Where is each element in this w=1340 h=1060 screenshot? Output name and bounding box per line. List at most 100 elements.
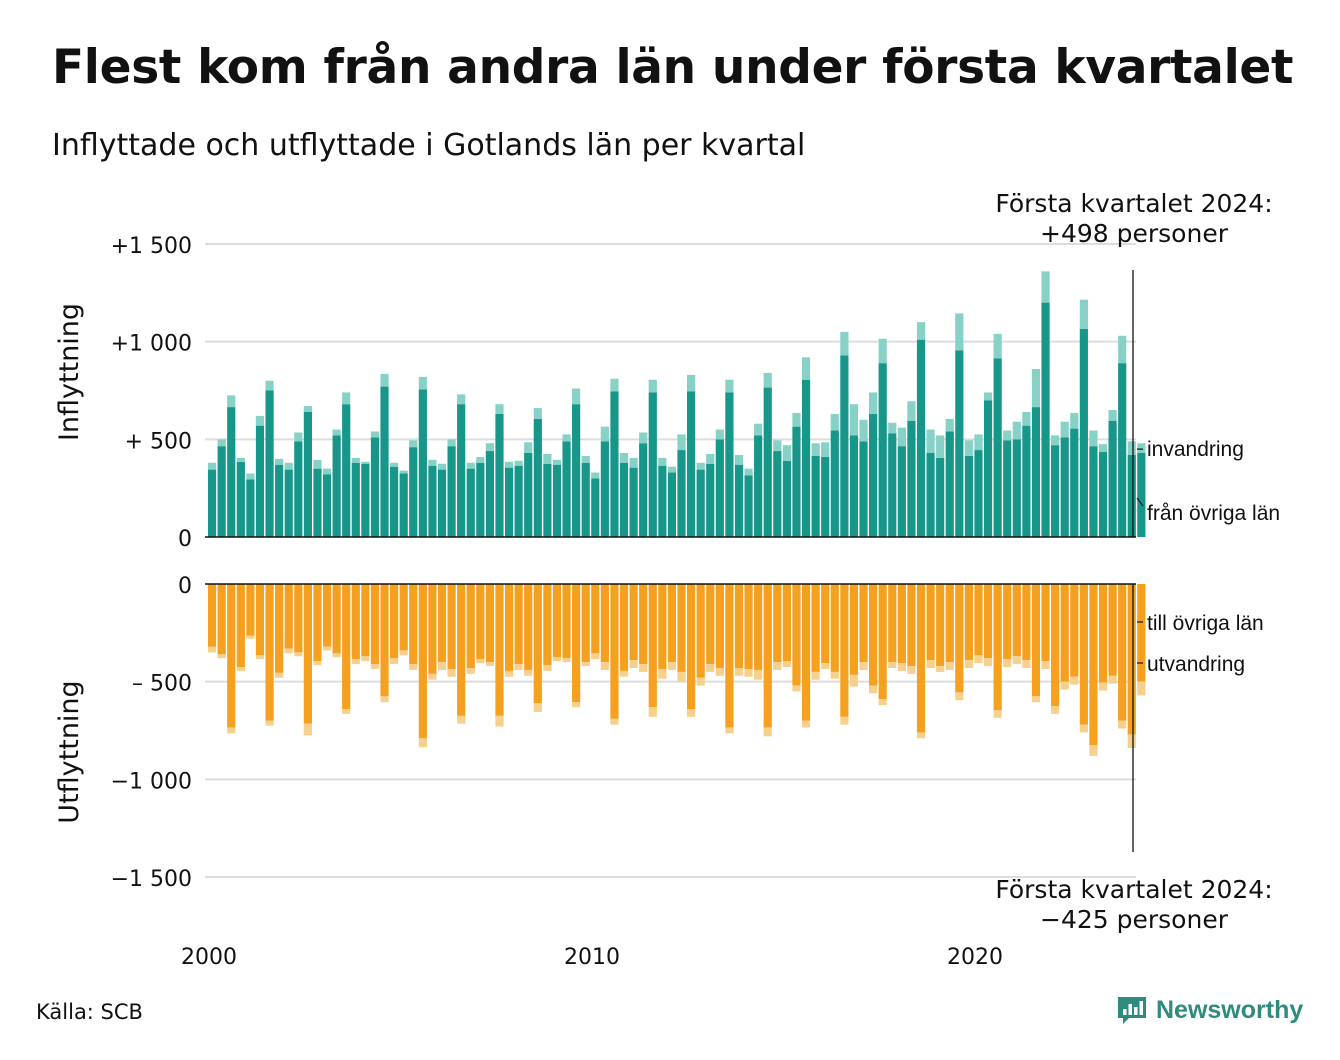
bar-to-other-counties (869, 584, 878, 686)
bar-immigration (849, 404, 859, 436)
bar-immigration (390, 462, 399, 467)
bar-emigration (600, 662, 609, 670)
bar-from-other-counties (361, 463, 370, 537)
bar-immigration (1060, 421, 1069, 438)
y-tick-label: −1 500 (111, 867, 192, 892)
bar-from-other-counties (351, 462, 360, 537)
bar-immigration (524, 442, 533, 454)
bar-from-other-counties (485, 451, 494, 537)
bar-to-other-counties (236, 584, 245, 668)
bar-immigration (974, 434, 983, 451)
bar-to-other-counties (993, 584, 1002, 710)
bar-emigration (1070, 676, 1079, 685)
bar-to-other-counties (1070, 584, 1079, 677)
bar-emigration (821, 663, 830, 669)
bar-from-other-counties (1012, 439, 1021, 537)
bar-to-other-counties (1118, 584, 1127, 721)
bar-immigration (581, 455, 590, 463)
bar-emigration (313, 661, 322, 666)
x-tick-label: 2000 (181, 945, 237, 970)
bar-to-other-counties (916, 584, 926, 733)
bar-emigration (1060, 681, 1069, 690)
bar-to-other-counties (734, 584, 744, 668)
bar-emigration (888, 662, 897, 668)
bar-immigration (754, 423, 763, 436)
bar-emigration (303, 723, 312, 736)
bar-emigration (466, 667, 475, 674)
bar-emigration (639, 664, 648, 672)
bar-from-other-counties (380, 386, 389, 537)
y-axis-title-out: Utflyttning (54, 680, 85, 823)
bar-to-other-counties (1127, 584, 1136, 735)
bar-emigration (754, 669, 763, 680)
bar-to-other-counties (811, 584, 820, 672)
bar-emigration (773, 662, 782, 670)
x-tick-label: 2020 (947, 945, 1003, 970)
bar-to-other-counties (1089, 584, 1098, 746)
source-note: Källa: SCB (36, 1000, 143, 1024)
bar-from-other-counties (878, 363, 887, 537)
bar-emigration (1031, 696, 1041, 703)
bar-from-other-counties (782, 460, 791, 537)
bar-to-other-counties (303, 584, 312, 724)
bar-to-other-counties (533, 584, 542, 704)
bar-emigration (1079, 724, 1088, 733)
bar-to-other-counties (897, 584, 906, 664)
bar-from-other-counties (821, 456, 830, 537)
bar-to-other-counties (821, 584, 830, 664)
bar-emigration (390, 658, 399, 665)
bar-to-other-counties (591, 584, 600, 654)
bar-from-other-counties (581, 462, 590, 537)
bar-from-other-counties (811, 455, 820, 537)
brand-name: Newsworthy (1156, 995, 1304, 1024)
bar-emigration (629, 660, 638, 668)
bar-from-other-counties (437, 469, 447, 537)
bar-to-other-counties (1012, 584, 1021, 657)
bar-from-other-counties (1070, 428, 1079, 537)
bar-emigration (916, 732, 926, 739)
bar-to-other-counties (543, 584, 552, 666)
bar-emigration (667, 662, 677, 670)
bar-from-other-counties (591, 478, 600, 537)
bar-emigration (1127, 734, 1136, 749)
bar-to-other-counties (380, 584, 389, 697)
bar-from-other-counties (648, 392, 657, 537)
bar-from-other-counties (543, 463, 552, 537)
bar-from-other-counties (476, 462, 485, 537)
bar-from-other-counties (466, 468, 475, 537)
brand-logo: Newsworthy (1116, 994, 1303, 1026)
bar-immigration (916, 322, 926, 340)
bar-immigration (1137, 443, 1146, 454)
bar-immigration (782, 445, 791, 461)
bar-immigration (1079, 299, 1088, 329)
bar-from-other-counties (955, 350, 964, 537)
bar-to-other-counties (524, 584, 533, 670)
bar-immigration (1118, 335, 1127, 364)
bar-immigration (562, 434, 571, 442)
bar-from-other-counties (399, 473, 408, 537)
bar-emigration (964, 660, 973, 668)
bar-from-other-counties (255, 425, 265, 537)
bar-from-other-counties (926, 453, 935, 537)
bar-immigration (1022, 411, 1031, 426)
bar-from-other-counties (744, 475, 753, 537)
bar-from-other-counties (428, 465, 437, 537)
bar-immigration (744, 468, 753, 476)
bar-emigration (744, 668, 753, 677)
bar-to-other-counties (610, 584, 619, 719)
bar-emigration (409, 664, 418, 670)
bar-from-other-counties (1137, 453, 1146, 537)
bar-to-other-counties (849, 584, 859, 675)
bar-from-other-counties (1041, 302, 1050, 537)
bar-to-other-counties (792, 584, 801, 686)
bar-emigration (1137, 681, 1146, 696)
bar-emigration (428, 673, 437, 680)
annotation-bottom: −425 personer (1040, 905, 1229, 934)
bar-immigration (275, 458, 284, 465)
bar-from-other-counties (840, 355, 849, 537)
bar-emigration (1022, 660, 1031, 668)
bar-to-other-counties (974, 584, 983, 656)
bar-immigration (955, 313, 964, 351)
bar-to-other-counties (667, 584, 677, 663)
bar-immigration (466, 462, 475, 469)
